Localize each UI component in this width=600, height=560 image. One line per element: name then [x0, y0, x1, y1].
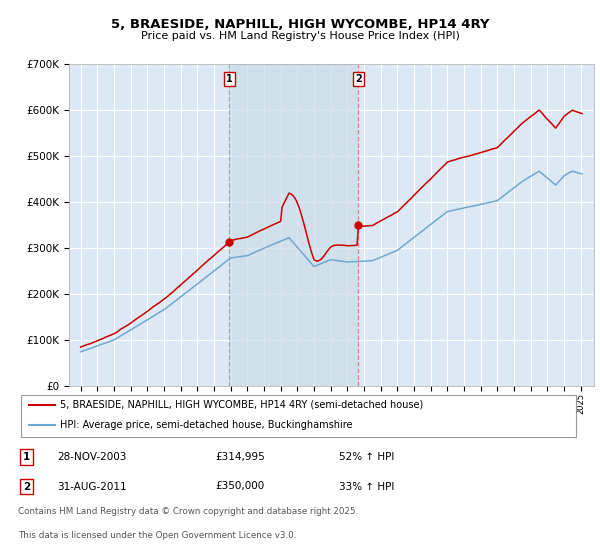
Text: 1: 1 — [23, 452, 30, 462]
Text: HPI: Average price, semi-detached house, Buckinghamshire: HPI: Average price, semi-detached house,… — [60, 421, 353, 430]
Text: 1: 1 — [226, 74, 233, 84]
Text: 5, BRAESIDE, NAPHILL, HIGH WYCOMBE, HP14 4RY: 5, BRAESIDE, NAPHILL, HIGH WYCOMBE, HP14… — [111, 18, 489, 31]
Text: £350,000: £350,000 — [215, 482, 265, 492]
Text: 2: 2 — [355, 74, 362, 84]
Bar — [229, 64, 358, 386]
Text: 5, BRAESIDE, NAPHILL, HIGH WYCOMBE, HP14 4RY (semi-detached house): 5, BRAESIDE, NAPHILL, HIGH WYCOMBE, HP14… — [60, 400, 424, 410]
Text: 31-AUG-2011: 31-AUG-2011 — [58, 482, 127, 492]
Text: 28-NOV-2003: 28-NOV-2003 — [58, 452, 127, 462]
Text: 33% ↑ HPI: 33% ↑ HPI — [340, 482, 395, 492]
Text: Contains HM Land Registry data © Crown copyright and database right 2025.: Contains HM Land Registry data © Crown c… — [18, 507, 358, 516]
Text: 52% ↑ HPI: 52% ↑ HPI — [340, 452, 395, 462]
Text: This data is licensed under the Open Government Licence v3.0.: This data is licensed under the Open Gov… — [18, 531, 296, 540]
Text: Price paid vs. HM Land Registry's House Price Index (HPI): Price paid vs. HM Land Registry's House … — [140, 31, 460, 41]
Text: £314,995: £314,995 — [215, 452, 265, 462]
FancyBboxPatch shape — [21, 395, 577, 437]
Text: 2: 2 — [23, 482, 30, 492]
